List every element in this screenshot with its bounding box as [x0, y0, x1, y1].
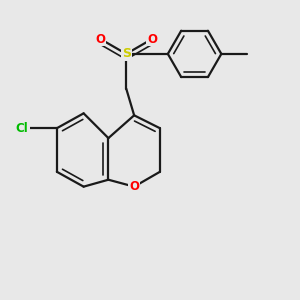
Text: S: S: [122, 47, 131, 60]
Text: O: O: [147, 32, 157, 46]
Text: O: O: [129, 180, 139, 193]
Text: O: O: [95, 32, 106, 46]
Text: Cl: Cl: [16, 122, 28, 135]
